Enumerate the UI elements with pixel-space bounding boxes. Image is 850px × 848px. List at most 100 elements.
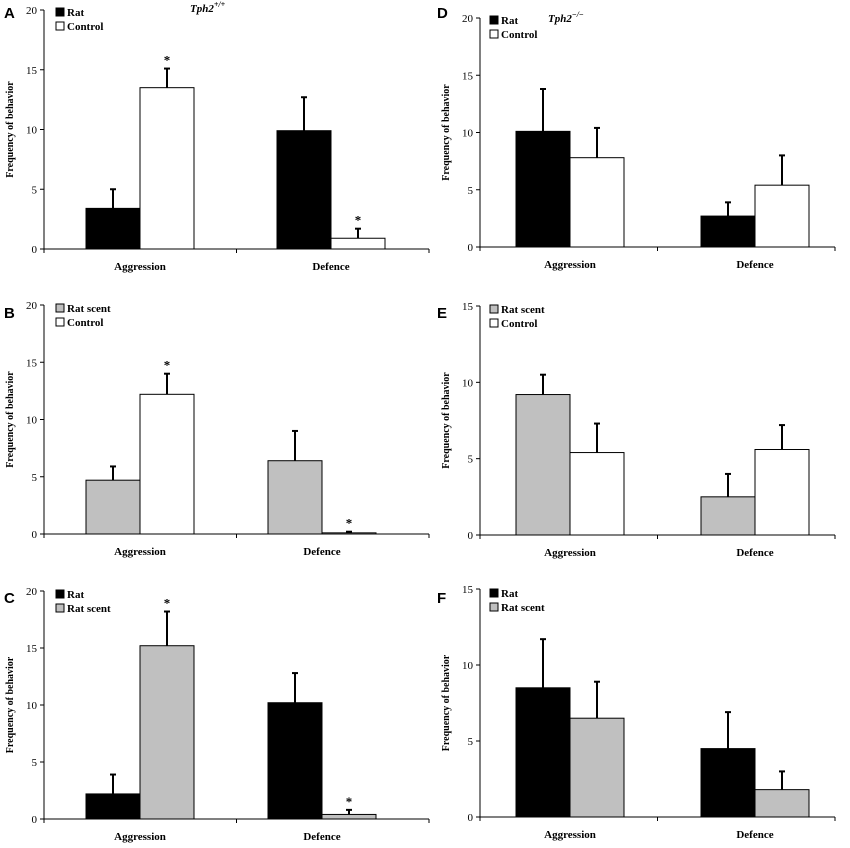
legend-swatch xyxy=(55,589,65,599)
panel-b: B 0 5 10 15 20 Frequency of behavior * * Aggressi… xyxy=(4,300,430,558)
legend-label: Control xyxy=(67,21,103,33)
panel-d: D 0 5 10 15 20 Frequency of behavior Aggression… xyxy=(437,5,836,271)
legend-label: Control xyxy=(501,318,537,330)
y-tick-label: 15 xyxy=(26,65,38,77)
legend-label: Rat xyxy=(501,15,518,27)
x-category-label: Aggression xyxy=(544,829,596,841)
panel-a: A 0 5 10 15 20 Frequency of behavior * * Aggressi… xyxy=(4,0,430,273)
significance-marker: * xyxy=(355,213,362,228)
legend-swatch xyxy=(489,29,499,39)
panel-letter: E xyxy=(437,305,447,322)
y-tick-label: 0 xyxy=(468,242,474,254)
legend-swatch xyxy=(55,21,65,31)
legend-swatch xyxy=(55,303,65,313)
legend-label: Rat scent xyxy=(501,304,545,316)
legend-swatch xyxy=(489,588,499,598)
y-tick-label: 5 xyxy=(32,472,38,484)
legend-label: Rat scent xyxy=(501,602,545,614)
x-category-label: Defence xyxy=(303,831,340,843)
x-category-label: Defence xyxy=(736,259,773,271)
bar xyxy=(700,748,756,818)
y-axis-label: Frequency of behavior xyxy=(5,371,16,468)
bar xyxy=(569,717,625,818)
legend-label: Control xyxy=(501,29,537,41)
panel-letter: B xyxy=(4,305,15,322)
panel-letter: F xyxy=(437,590,446,607)
y-tick-label: 10 xyxy=(462,660,474,672)
genotype-name: Tph2 xyxy=(548,13,572,25)
y-axis-label: Frequency of behavior xyxy=(5,81,16,178)
y-tick-label: 20 xyxy=(26,5,38,17)
significance-marker: * xyxy=(164,596,171,611)
legend-swatch xyxy=(55,603,65,613)
legend-swatch xyxy=(489,602,499,612)
bar xyxy=(267,460,323,535)
bar xyxy=(139,393,195,535)
legend-swatch xyxy=(489,15,499,25)
y-axis-label: Frequency of behavior xyxy=(5,656,16,753)
panel-letter: C xyxy=(4,590,15,607)
bar xyxy=(754,449,810,536)
y-tick-label: 10 xyxy=(26,125,38,137)
bar xyxy=(515,687,571,818)
y-tick-label: 20 xyxy=(26,586,38,598)
bar xyxy=(139,87,195,250)
significance-marker: * xyxy=(164,53,171,68)
y-tick-label: 15 xyxy=(26,357,38,369)
legend-label: Rat xyxy=(67,589,84,601)
bar xyxy=(85,479,141,535)
significance-marker: * xyxy=(164,358,171,373)
genotype-superscript: +/+ xyxy=(214,0,226,9)
x-category-label: Defence xyxy=(736,829,773,841)
x-category-label: Aggression xyxy=(544,547,596,559)
genotype-name: Tph2 xyxy=(190,3,214,15)
y-tick-label: 0 xyxy=(468,812,474,824)
bar xyxy=(276,130,332,250)
y-tick-label: 10 xyxy=(462,128,474,140)
y-axis-label: Frequency of behavior xyxy=(441,372,452,469)
genotype-superscript: −/− xyxy=(572,10,584,19)
y-tick-label: 15 xyxy=(26,643,38,655)
legend-swatch xyxy=(55,317,65,327)
legend-swatch xyxy=(489,304,499,314)
y-tick-label: 15 xyxy=(462,70,474,82)
significance-marker: * xyxy=(346,516,353,531)
y-tick-label: 10 xyxy=(26,700,38,712)
panel-letter: A xyxy=(4,5,15,22)
bar xyxy=(700,496,756,536)
legend-label: Rat scent xyxy=(67,303,111,315)
y-tick-label: 5 xyxy=(32,757,38,769)
bar xyxy=(569,452,625,536)
legend-label: Rat scent xyxy=(67,603,111,615)
legend-swatch xyxy=(55,7,65,17)
significance-marker: * xyxy=(346,794,353,809)
bar xyxy=(321,813,377,820)
legend-swatch xyxy=(489,318,499,328)
panel-c: C 0 5 10 15 20 Frequency of behavior * * Aggressi… xyxy=(4,586,430,843)
bar xyxy=(569,157,625,248)
x-category-label: Aggression xyxy=(114,831,166,843)
x-category-label: Aggression xyxy=(114,261,166,273)
genotype-label: Tph2−/− xyxy=(548,10,584,25)
x-category-label: Defence xyxy=(736,547,773,559)
bar xyxy=(754,184,810,248)
x-category-label: Aggression xyxy=(544,259,596,271)
bar xyxy=(267,702,323,820)
y-tick-label: 20 xyxy=(462,13,474,25)
bar xyxy=(515,130,571,248)
x-category-label: Defence xyxy=(312,261,349,273)
panel-f: F 0 5 10 15 Frequency of behavior Aggression De… xyxy=(437,584,836,841)
legend-label: Control xyxy=(67,317,103,329)
legend-label: Rat xyxy=(67,7,84,19)
bar xyxy=(515,394,571,536)
y-tick-label: 20 xyxy=(26,300,38,312)
y-tick-label: 5 xyxy=(468,185,474,197)
panel-letter: D xyxy=(437,5,448,22)
y-tick-label: 0 xyxy=(32,529,38,541)
bar xyxy=(139,645,195,820)
y-tick-label: 10 xyxy=(26,415,38,427)
y-axis-label: Frequency of behavior xyxy=(441,84,452,181)
panel-e: E 0 5 10 15 Frequency of behavior Aggression De… xyxy=(437,301,836,559)
